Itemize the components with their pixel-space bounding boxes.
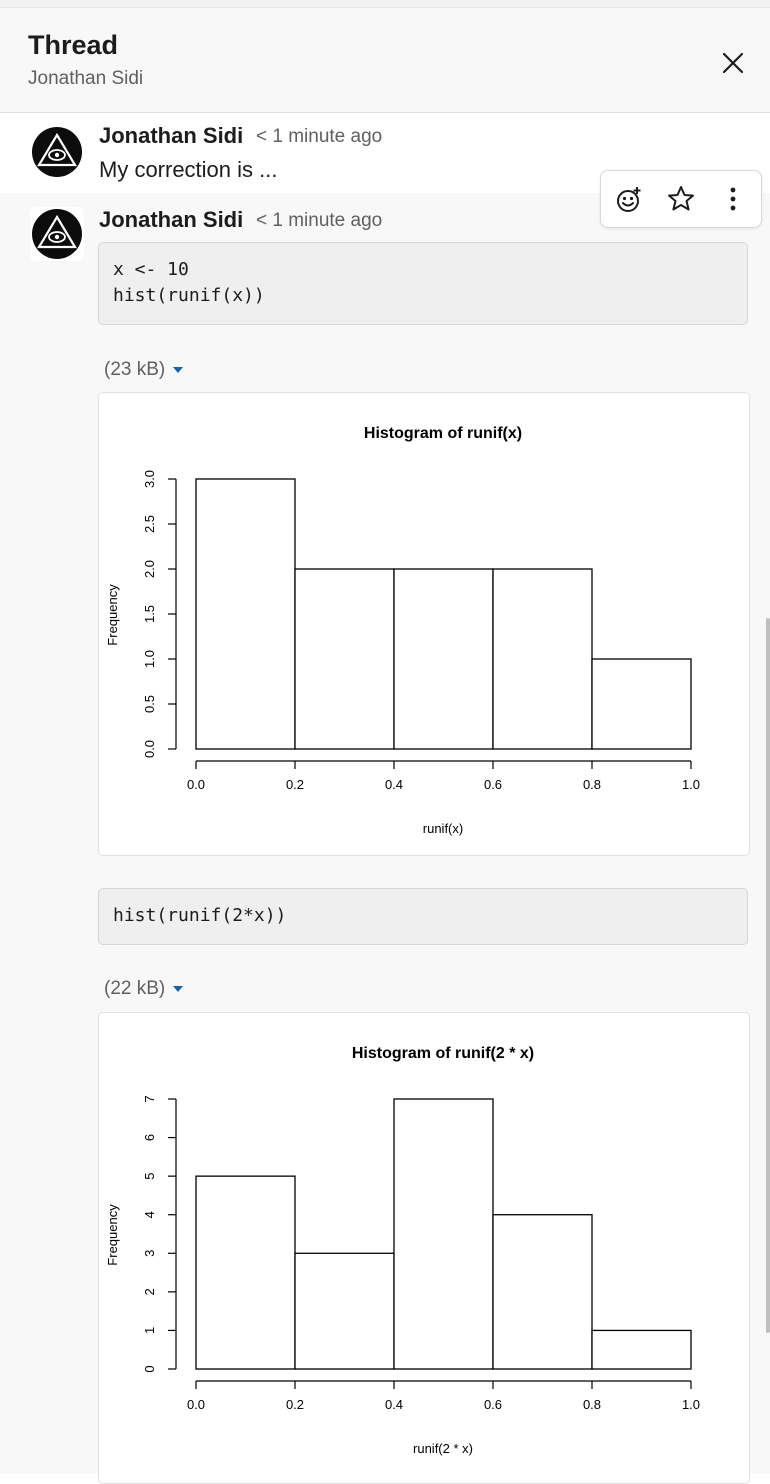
y-tick-label: 0 — [142, 1365, 157, 1372]
y-tick-label: 7 — [142, 1095, 157, 1102]
close-icon — [722, 52, 744, 74]
histogram-bar — [492, 568, 593, 750]
thread-header: Thread Jonathan Sidi — [0, 8, 770, 113]
y-tick-label: 4 — [142, 1211, 157, 1218]
histogram-bar — [294, 1252, 395, 1370]
y-tick-label: 2.0 — [142, 560, 157, 578]
image-attachment-2[interactable]: Histogram of runif(2 * x) runif(2 * x) F… — [98, 1012, 750, 1484]
file-size-toggle-1[interactable]: (23 kB) — [104, 359, 184, 381]
code-block-1: x <- 10 hist(runif(x)) — [98, 242, 748, 325]
thread-title: Thread — [28, 30, 119, 60]
histogram-bar — [195, 1175, 296, 1370]
code-line: x <- 10 — [113, 259, 189, 280]
triangle-eye-avatar-icon — [32, 127, 82, 177]
x-tick-label: 0.6 — [484, 1397, 502, 1412]
author-avatar[interactable] — [30, 125, 84, 179]
code-block-2: hist(runif(2*x)) — [98, 888, 748, 945]
x-tick-label: 0.0 — [187, 777, 205, 792]
code-line: hist(runif(2*x)) — [113, 905, 287, 926]
histogram-bar — [393, 568, 494, 750]
file-size-toggle-2[interactable]: (22 kB) — [104, 978, 184, 1000]
message-timestamp[interactable]: < 1 minute ago — [256, 126, 383, 147]
histogram-bar — [195, 478, 296, 750]
image-attachment-1[interactable]: Histogram of runif(x) runif(x) Frequency… — [98, 392, 750, 856]
author-avatar[interactable] — [30, 207, 84, 261]
y-tick-label: 2.5 — [142, 515, 157, 533]
y-tick-label: 0.0 — [142, 740, 157, 758]
thread-message-2[interactable]: Jonathan Sidi < 1 minute ago x <- 10 his… — [0, 193, 770, 1484]
x-tick-label: 1.0 — [682, 777, 700, 792]
x-tick-label: 0.6 — [484, 777, 502, 792]
y-tick-label: 3 — [142, 1250, 157, 1257]
message-text: My correction is ... — [99, 157, 278, 182]
file-size-label: (23 kB) — [104, 359, 166, 380]
star-icon — [668, 186, 694, 211]
more-vertical-icon — [730, 187, 736, 211]
histogram-bar — [591, 658, 692, 750]
y-tick-label: 5 — [142, 1173, 157, 1180]
author-name[interactable]: Jonathan Sidi — [99, 123, 244, 148]
y-tick-label: 1.0 — [142, 650, 157, 668]
x-tick-label: 0.8 — [583, 777, 601, 792]
caret-down-icon — [173, 366, 184, 373]
histogram-chart-2: Histogram of runif(2 * x) runif(2 * x) F… — [105, 1045, 700, 1456]
x-tick-label: 0.0 — [187, 1397, 205, 1412]
chart-title: Histogram of runif(2 * x) — [352, 1045, 534, 1062]
y-tick-label: 2 — [142, 1288, 157, 1295]
histogram-chart-1: Histogram of runif(x) runif(x) Frequency… — [105, 425, 700, 836]
thread-message-1[interactable]: Jonathan Sidi < 1 minute ago My correcti… — [0, 113, 770, 193]
message-timestamp[interactable]: < 1 minute ago — [256, 210, 383, 231]
x-tick-label: 0.2 — [286, 777, 304, 792]
chart-title: Histogram of runif(x) — [364, 425, 522, 442]
close-thread-button[interactable] — [716, 46, 750, 80]
y-tick-label: 3.0 — [142, 470, 157, 488]
y-tick-label: 6 — [142, 1134, 157, 1141]
author-name[interactable]: Jonathan Sidi — [99, 207, 244, 232]
x-axis-label: runif(2 * x) — [413, 1441, 473, 1456]
add-reaction-icon — [617, 187, 641, 212]
file-size-label: (22 kB) — [104, 978, 166, 999]
histogram-bar — [393, 1098, 494, 1370]
y-tick-label: 1 — [142, 1327, 157, 1334]
x-tick-label: 0.4 — [385, 1397, 403, 1412]
y-tick-label: 0.5 — [142, 695, 157, 713]
y-axis-label: Frequency — [105, 1204, 120, 1266]
window-top-edge — [0, 0, 770, 8]
star-message-button[interactable] — [663, 181, 699, 217]
add-reaction-button[interactable] — [611, 181, 647, 217]
triangle-eye-avatar-icon — [32, 209, 82, 259]
x-tick-label: 0.2 — [286, 1397, 304, 1412]
x-tick-label: 0.4 — [385, 777, 403, 792]
thread-channel-subtitle: Jonathan Sidi — [28, 68, 144, 89]
more-actions-button[interactable] — [715, 181, 751, 217]
x-axis-label: runif(x) — [423, 821, 463, 836]
code-line: hist(runif(x)) — [113, 285, 265, 306]
caret-down-icon — [173, 985, 184, 992]
y-tick-label: 1.5 — [142, 605, 157, 623]
message-actions-toolbar — [600, 170, 762, 228]
histogram-bar — [294, 568, 395, 750]
histogram-bar — [492, 1214, 593, 1370]
thread-scrollbar[interactable] — [766, 618, 770, 1333]
x-tick-label: 1.0 — [682, 1397, 700, 1412]
y-axis-label: Frequency — [105, 584, 120, 646]
histogram-bar — [591, 1329, 692, 1370]
x-tick-label: 0.8 — [583, 1397, 601, 1412]
